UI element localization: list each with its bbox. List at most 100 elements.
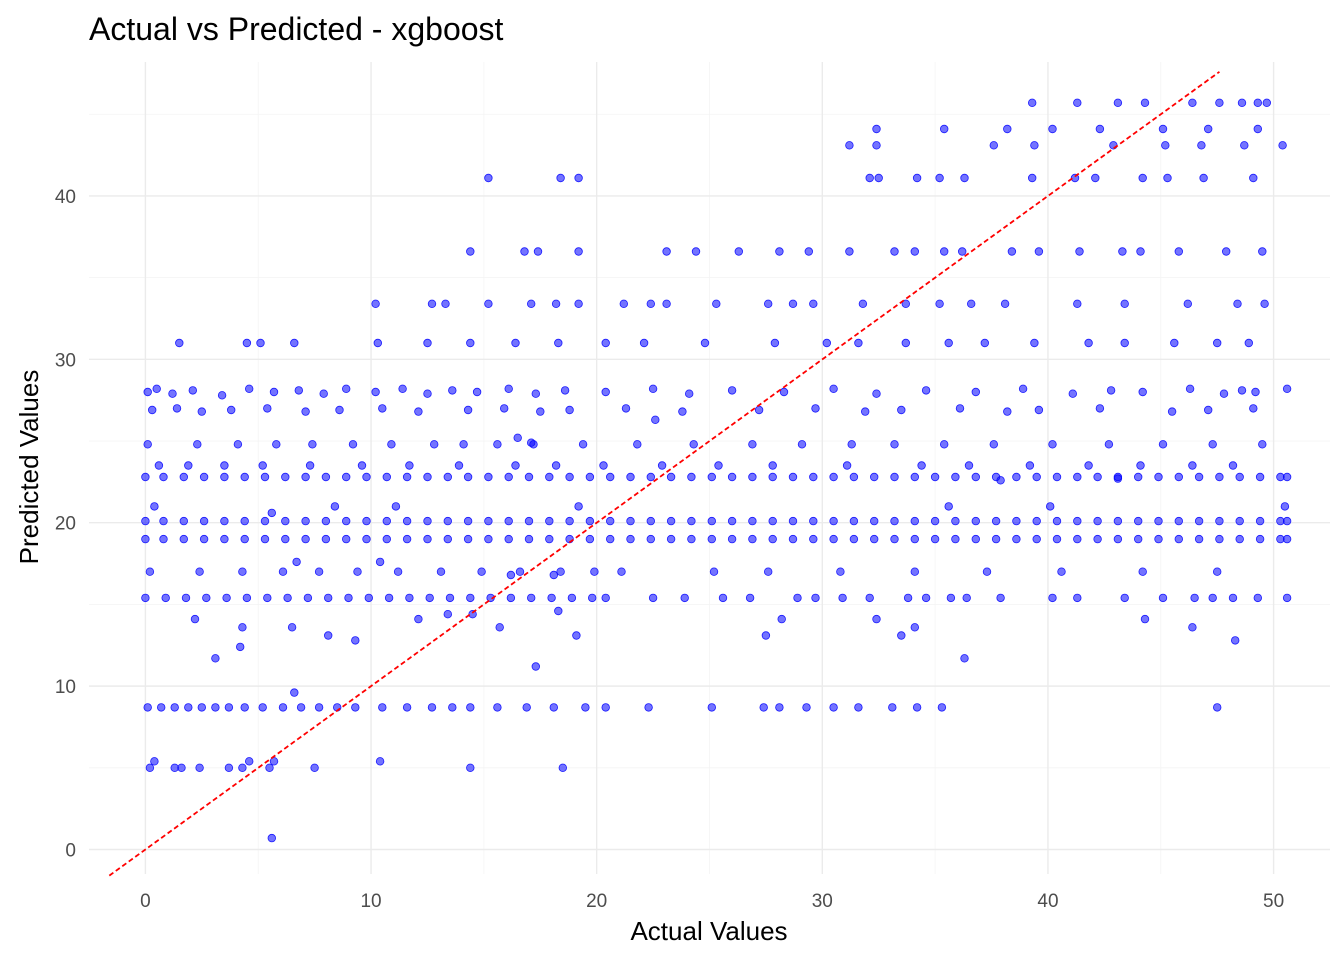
- scatter-point: [754, 405, 764, 415]
- scatter-point: [402, 472, 412, 482]
- scatter-point: [143, 703, 152, 712]
- scatter-point: [888, 703, 897, 712]
- scatter-point: [484, 173, 493, 183]
- scatter-point: [536, 407, 545, 416]
- scatter-point: [1194, 472, 1204, 482]
- scatter-point: [281, 472, 290, 482]
- scatter-point: [152, 384, 161, 393]
- scatter-point: [1003, 124, 1012, 134]
- scatter-point: [910, 472, 919, 482]
- scatter-point: [1174, 247, 1183, 256]
- scatter-point: [971, 516, 980, 526]
- scatter-point: [324, 593, 333, 603]
- scatter-point: [662, 299, 671, 308]
- scatter-point: [1136, 247, 1145, 256]
- scatter-point: [296, 703, 306, 712]
- scatter-point: [565, 472, 574, 482]
- scatter-point: [1158, 593, 1168, 603]
- scatter-point: [267, 833, 276, 843]
- reference-line: [108, 71, 1220, 877]
- scatter-point: [619, 299, 628, 308]
- scatter-point: [1045, 502, 1055, 511]
- scatter-point: [398, 384, 407, 393]
- scatter-point: [854, 703, 863, 712]
- scatter-point: [373, 338, 382, 348]
- scatter-point: [423, 389, 432, 398]
- scatter-point: [143, 440, 152, 449]
- scatter-point: [1158, 440, 1168, 449]
- scatter-point: [1174, 472, 1183, 482]
- scatter-point: [1073, 516, 1082, 526]
- scatter-point: [788, 534, 798, 544]
- scatter-point: [606, 472, 615, 482]
- scatter-point: [809, 534, 818, 544]
- scatter-point: [1068, 389, 1077, 398]
- scatter-point: [281, 516, 290, 526]
- scatter-point: [1003, 407, 1012, 416]
- scatter-point: [527, 438, 536, 447]
- scatter-point: [768, 461, 777, 470]
- scatter-point: [188, 386, 197, 395]
- scatter-point: [727, 386, 737, 395]
- scatter-point: [714, 461, 723, 470]
- scatter-point: [865, 593, 874, 603]
- scatter-point: [391, 502, 401, 511]
- scatter-point: [1120, 338, 1129, 348]
- scatter-point: [387, 440, 396, 449]
- data-points: [141, 98, 1292, 843]
- scatter-point: [310, 763, 319, 772]
- scatter-point: [362, 516, 371, 526]
- scatter-point: [759, 703, 768, 712]
- scatter-point: [301, 534, 310, 544]
- scatter-point: [321, 534, 331, 544]
- scatter-point: [626, 516, 635, 526]
- scatter-point: [1073, 472, 1082, 482]
- scatter-point: [1197, 141, 1206, 150]
- scatter-point: [172, 404, 182, 413]
- scatter-point: [890, 534, 899, 544]
- scatter-point: [935, 173, 944, 183]
- scatter-point: [560, 386, 570, 395]
- scatter-point: [150, 502, 159, 511]
- scatter-point: [1073, 98, 1082, 107]
- scatter-point: [606, 516, 615, 526]
- scatter-point: [585, 472, 595, 482]
- scatter-point: [802, 703, 811, 712]
- scatter-point: [335, 405, 344, 415]
- scatter-point: [430, 440, 439, 449]
- scatter-point: [238, 623, 247, 632]
- scatter-point: [585, 534, 595, 544]
- scatter-point: [870, 472, 879, 482]
- scatter-point: [1030, 141, 1039, 150]
- scatter-point: [1174, 534, 1183, 544]
- scatter-point: [558, 763, 567, 772]
- scatter-point: [504, 384, 513, 393]
- scatter-point: [351, 636, 360, 645]
- scatter-point: [554, 338, 563, 348]
- scatter-point: [211, 703, 220, 712]
- scatter-point: [175, 338, 184, 348]
- scatter-point: [263, 404, 272, 413]
- scatter-point: [581, 703, 590, 712]
- scatter-point: [1188, 461, 1197, 470]
- scatter-point: [748, 440, 757, 449]
- scatter-point: [141, 593, 150, 603]
- scatter-point: [1154, 534, 1163, 544]
- scatter-point: [292, 557, 301, 567]
- scatter-point: [687, 534, 696, 544]
- scatter-point: [238, 567, 247, 576]
- scatter-point: [330, 502, 340, 511]
- scatter-point: [472, 387, 482, 397]
- scatter-point: [321, 472, 331, 482]
- scatter-point: [793, 593, 802, 603]
- scatter-point: [1203, 124, 1213, 134]
- scatter-point: [1228, 593, 1238, 603]
- scatter-point: [220, 516, 229, 526]
- scatter-point: [357, 461, 367, 470]
- scatter-point: [967, 299, 976, 308]
- scatter-point: [1167, 407, 1177, 416]
- scatter-point: [463, 405, 473, 415]
- scatter-point: [872, 389, 881, 398]
- scatter-point: [1170, 338, 1179, 348]
